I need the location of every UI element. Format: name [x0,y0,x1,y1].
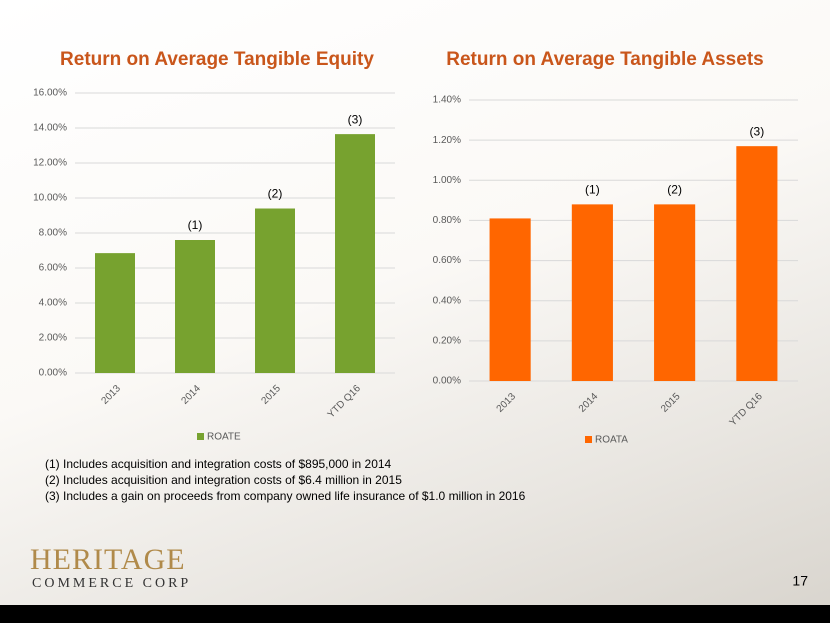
y-tick-label: 14.00% [33,123,67,134]
x-tick-label: 2013 [495,391,519,415]
logo-name: HERITAGE [30,543,186,576]
footer-bar [0,605,830,623]
legend-swatch [585,436,592,443]
footnote: (2) Includes acquisition and integration… [45,473,402,487]
x-tick-label: 2014 [179,383,203,407]
y-tick-label: 2.00% [39,333,67,344]
y-tick-label: 0.00% [433,376,461,387]
y-tick-label: 4.00% [39,298,67,309]
bar [736,146,778,381]
y-tick-label: 10.00% [33,193,67,204]
x-tick-label: 2014 [577,391,601,415]
annotation: (3) [348,112,363,126]
footnote: (3) Includes a gain on proceeds from com… [45,489,526,503]
bar [489,218,531,381]
annotation: (1) [585,183,600,197]
bar [335,134,375,373]
y-tick-label: 0.60% [433,255,461,266]
legend-swatch [197,433,204,440]
bar [654,204,696,381]
y-tick-label: 16.00% [33,88,67,99]
y-tick-label: 1.00% [433,175,461,186]
annotation: (2) [268,187,283,201]
legend-label: ROATA [595,435,628,446]
x-tick-label: 2015 [259,383,283,407]
y-tick-label: 8.00% [39,228,67,239]
chart-title: Return on Average Tangible Assets [446,49,763,70]
bar [95,253,135,373]
x-tick-label: YTD Q16 [728,391,766,429]
bar [571,204,613,381]
bar [175,240,215,373]
y-tick-label: 1.40% [433,95,461,106]
x-tick-label: YTD Q16 [326,383,364,421]
footnote: (1) Includes acquisition and integration… [45,457,392,471]
annotation: (1) [188,218,203,232]
y-tick-label: 12.00% [33,158,67,169]
chart-title: Return on Average Tangible Equity [60,49,374,70]
y-tick-label: 0.40% [433,295,461,306]
y-tick-label: 0.80% [433,215,461,226]
y-tick-label: 6.00% [39,263,67,274]
annotation: (3) [750,124,765,138]
x-tick-label: 2013 [99,383,123,407]
x-tick-label: 2015 [659,391,683,415]
logo-subtitle: COMMERCE CORP [32,576,191,591]
y-tick-label: 0.00% [39,368,67,379]
annotation: (2) [667,183,682,197]
page-number: 17 [792,573,808,589]
legend-label: ROATE [207,432,241,443]
y-tick-label: 1.20% [433,135,461,146]
bar [255,208,295,373]
y-tick-label: 0.20% [433,335,461,346]
